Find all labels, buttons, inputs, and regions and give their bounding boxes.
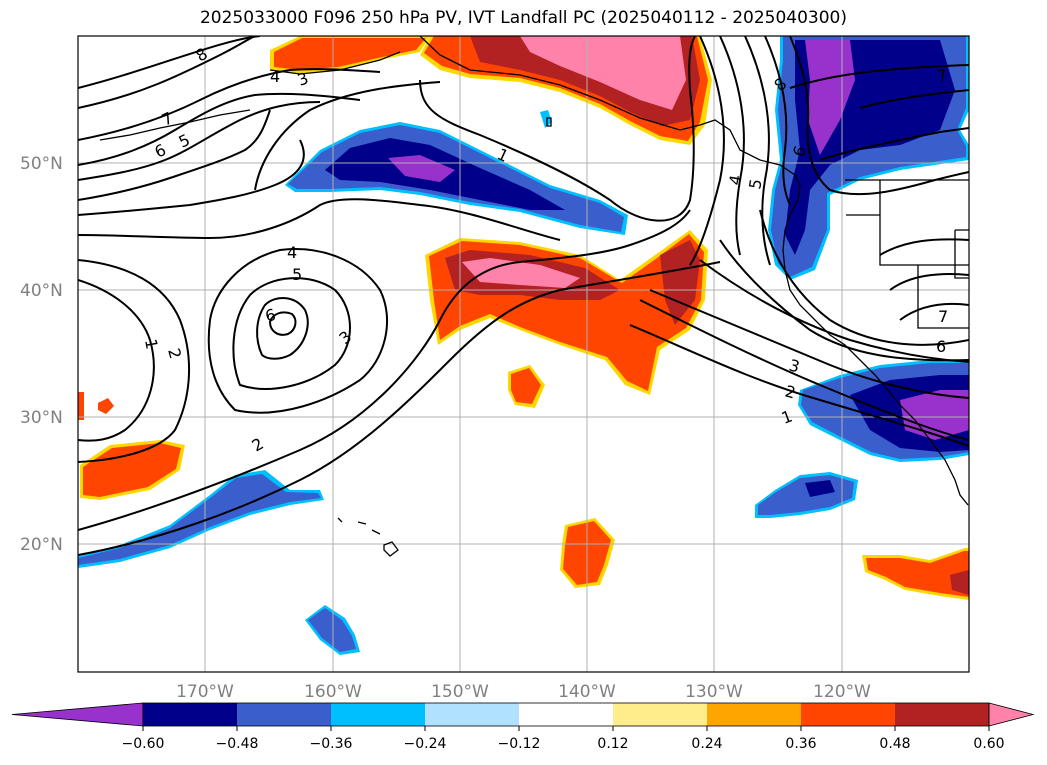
lon-label: 140°W — [558, 682, 616, 702]
negative-ivt-central-north — [285, 122, 628, 235]
lon-label: 160°W — [304, 682, 362, 702]
colorbar-extend-high — [988, 702, 1035, 727]
colorbar-tick-label: 0.24 — [691, 736, 722, 752]
positive-ivt-north-strip — [270, 36, 430, 74]
lat-label: 30°N — [20, 408, 63, 428]
colorbar-tick-label: −0.48 — [216, 736, 259, 752]
pv-contours — [78, 36, 969, 556]
contour-label: 5 — [292, 265, 302, 284]
colorbar-segment — [801, 703, 896, 726]
contour-label: 6 — [263, 305, 278, 326]
colorbar-tick-label: 0.48 — [879, 736, 910, 752]
colorbar-segment — [613, 703, 708, 726]
colorbar-segment — [425, 703, 520, 726]
map-area: 8 7 6 5 4 3 1 2 1 4 5 6 3 2 7 6 5 4 3 2 … — [78, 36, 969, 672]
colorbar-extend-low — [11, 702, 144, 727]
contour-label: 1 — [141, 337, 161, 350]
colorbar-tick-label: −0.60 — [122, 736, 165, 752]
lon-label: 150°W — [431, 682, 489, 702]
contour-label: 3 — [787, 356, 802, 377]
colorbar-tick-label: −0.36 — [310, 736, 353, 752]
colorbar-segment — [707, 703, 802, 726]
longitude-labels: 170°W 160°W 150°W 140°W 130°W 120°W — [176, 682, 871, 702]
contour-label: 7 — [938, 307, 948, 326]
colorbar-outline — [142, 702, 990, 727]
coastlines — [99, 36, 969, 557]
colorbar-tick-label: 0.60 — [973, 736, 1004, 752]
colorbar-segment — [331, 703, 426, 726]
contour-label: 7 — [935, 65, 948, 85]
colorbar-tick-label: −0.12 — [498, 736, 541, 752]
colorbar-segment — [143, 703, 238, 726]
colorbar-segment — [895, 703, 990, 726]
colorbar: −0.60 −0.48 −0.36 −0.24 −0.12 0.12 0.24 0.36 0.4… — [11, 702, 1035, 752]
colorbar-tick-label: 0.36 — [785, 736, 816, 752]
lon-label: 170°W — [176, 682, 234, 702]
lat-label: 50°N — [20, 154, 63, 174]
contour-label: 2 — [783, 382, 798, 403]
lon-label: 120°W — [813, 682, 871, 702]
contour-label: 4 — [270, 67, 280, 86]
contour-label: 5 — [745, 177, 765, 190]
lat-label: 20°N — [20, 535, 63, 555]
positive-ivt-central-pacific — [425, 230, 708, 395]
page-title: 2025033000 F096 250 hPa PV, IVT Landfall… — [199, 8, 847, 28]
contour-label: 6 — [936, 337, 946, 356]
map-frame — [77, 35, 970, 673]
contour-label: 4 — [287, 243, 297, 262]
contour-label: 2 — [164, 346, 185, 361]
contour-label: 4 — [725, 173, 745, 186]
lon-label: 130°W — [685, 682, 743, 702]
colorbar-segment — [237, 703, 332, 726]
graticule — [78, 36, 969, 672]
colorbar-segment — [519, 703, 614, 726]
latitude-labels: 50°N 40°N 30°N 20°N — [20, 154, 63, 555]
lat-label: 40°N — [20, 281, 63, 301]
colorbar-tick-label: 0.12 — [597, 736, 628, 752]
colorbar-tick-label: −0.24 — [404, 736, 447, 752]
